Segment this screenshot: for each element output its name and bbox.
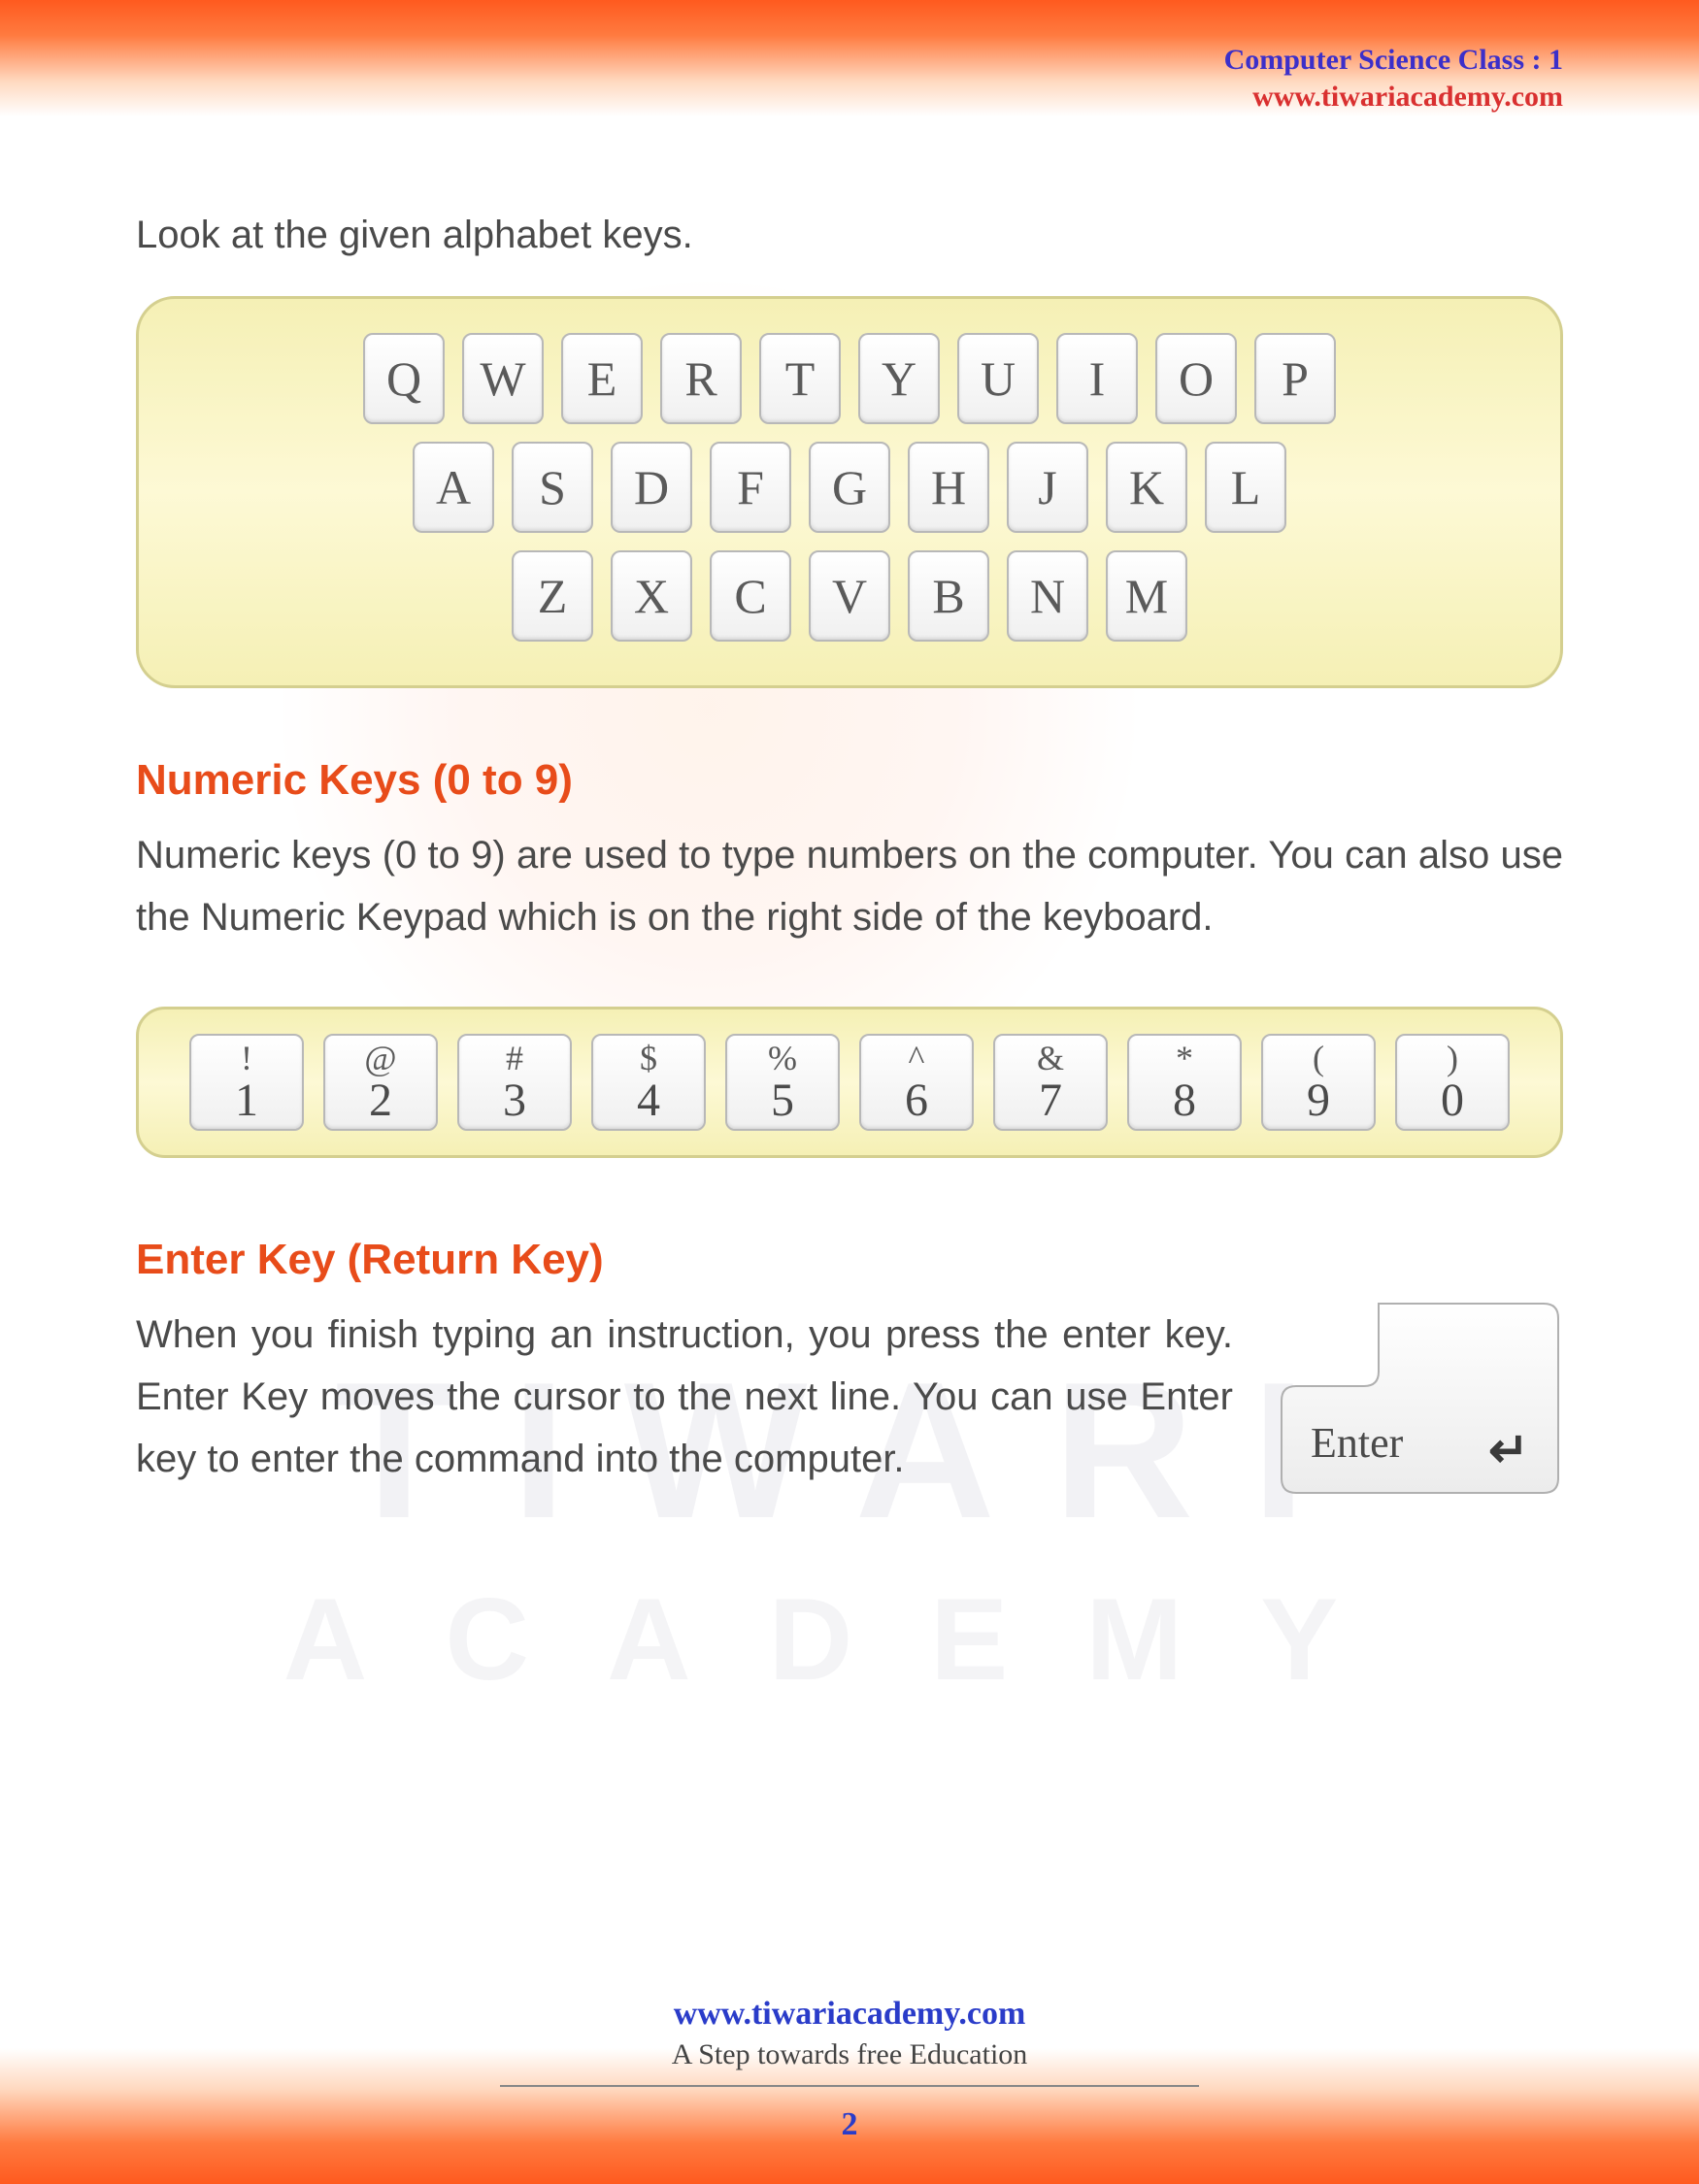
numeric-key-digit: 3	[503, 1077, 526, 1124]
numeric-key-digit: 2	[369, 1077, 392, 1124]
enter-heading: Enter Key (Return Key)	[136, 1236, 1233, 1284]
numeric-key: @2	[323, 1034, 438, 1131]
numeric-key-symbol: $	[640, 1041, 657, 1075]
alphabet-key: H	[908, 442, 989, 533]
alphabet-row-2: ASDFGHJKL	[413, 442, 1286, 533]
alphabet-keyboard-panel: QWERTYUIOP ASDFGHJKL ZXCVBNM	[136, 296, 1563, 688]
alphabet-key: O	[1155, 333, 1237, 424]
enter-text: When you finish typing an instruction, y…	[136, 1304, 1233, 1490]
numeric-key-digit: 7	[1039, 1077, 1062, 1124]
footer-tagline: A Step towards free Education	[0, 2038, 1699, 2071]
numeric-key-symbol: )	[1447, 1041, 1458, 1075]
alphabet-key: P	[1254, 333, 1336, 424]
numeric-key-symbol: &	[1037, 1041, 1064, 1075]
header-class-label: Computer Science Class : 1	[1224, 44, 1563, 77]
numeric-key: (9	[1261, 1034, 1376, 1131]
numeric-key: ^6	[859, 1034, 974, 1131]
alphabet-key: I	[1056, 333, 1138, 424]
alphabet-key: Z	[512, 550, 593, 642]
alphabet-row-1: QWERTYUIOP	[363, 333, 1336, 424]
numeric-key: &7	[993, 1034, 1108, 1131]
footer-divider	[500, 2085, 1199, 2087]
intro-text: Look at the given alphabet keys.	[136, 214, 1563, 257]
numeric-key-digit: 4	[637, 1077, 660, 1124]
alphabet-key: A	[413, 442, 494, 533]
numeric-heading: Numeric Keys (0 to 9)	[136, 756, 1563, 805]
alphabet-row-3: ZXCVBNM	[512, 550, 1187, 642]
enter-key-label: Enter	[1311, 1418, 1403, 1468]
header-url: www.tiwariacademy.com	[1224, 81, 1563, 114]
alphabet-key: W	[462, 333, 544, 424]
alphabet-key: D	[611, 442, 692, 533]
numeric-key-symbol: %	[768, 1041, 797, 1075]
enter-text-column: Enter Key (Return Key) When you finish t…	[136, 1236, 1233, 1490]
content-area: Look at the given alphabet keys. QWERTYU…	[136, 214, 1563, 1498]
numeric-key: *8	[1127, 1034, 1242, 1131]
numeric-text: Numeric keys (0 to 9) are used to type n…	[136, 824, 1563, 948]
numeric-key: )0	[1395, 1034, 1510, 1131]
numeric-key: #3	[457, 1034, 572, 1131]
alphabet-key: Q	[363, 333, 445, 424]
alphabet-key: T	[759, 333, 841, 424]
footer-url: www.tiwariacademy.com	[0, 1996, 1699, 2033]
alphabet-key: C	[710, 550, 791, 642]
numeric-key-digit: 6	[905, 1077, 928, 1124]
numeric-key: $4	[591, 1034, 706, 1131]
numeric-key-symbol: !	[241, 1041, 252, 1075]
numeric-key-symbol: @	[364, 1041, 396, 1075]
numeric-row: !1@2#3$4%5^6&7*8(9)0	[163, 1034, 1536, 1131]
alphabet-key: U	[957, 333, 1039, 424]
numeric-key-symbol: (	[1313, 1041, 1324, 1075]
alphabet-key: S	[512, 442, 593, 533]
enter-key-shape: Enter ↵	[1272, 1294, 1563, 1498]
numeric-key: !1	[189, 1034, 304, 1131]
numeric-key-digit: 1	[235, 1077, 258, 1124]
numeric-key-digit: 0	[1441, 1077, 1464, 1124]
footer-block: www.tiwariacademy.com A Step towards fre…	[0, 1996, 1699, 2087]
numeric-key-symbol: #	[506, 1041, 523, 1075]
numeric-key-digit: 8	[1173, 1077, 1196, 1124]
alphabet-key: G	[809, 442, 890, 533]
page-number: 2	[0, 2106, 1699, 2143]
numeric-key-digit: 9	[1307, 1077, 1330, 1124]
watermark-line2: ACADEMY	[97, 1572, 1602, 1706]
numeric-key-symbol: ^	[909, 1041, 925, 1075]
alphabet-key: Y	[858, 333, 940, 424]
alphabet-key: F	[710, 442, 791, 533]
numeric-key-digit: 5	[771, 1077, 794, 1124]
alphabet-key: M	[1106, 550, 1187, 642]
alphabet-key: E	[561, 333, 643, 424]
alphabet-key: N	[1007, 550, 1088, 642]
enter-arrow-icon: ↵	[1488, 1422, 1529, 1478]
numeric-key-symbol: *	[1176, 1041, 1193, 1075]
alphabet-key: B	[908, 550, 989, 642]
numeric-keyboard-panel: !1@2#3$4%5^6&7*8(9)0	[136, 1007, 1563, 1158]
alphabet-key: R	[660, 333, 742, 424]
numeric-key: %5	[725, 1034, 840, 1131]
alphabet-key: J	[1007, 442, 1088, 533]
alphabet-key: V	[809, 550, 890, 642]
alphabet-key: X	[611, 550, 692, 642]
alphabet-key: K	[1106, 442, 1187, 533]
header-block: Computer Science Class : 1 www.tiwariaca…	[1224, 44, 1563, 114]
enter-section: Enter Key (Return Key) When you finish t…	[136, 1236, 1563, 1498]
alphabet-key: L	[1205, 442, 1286, 533]
